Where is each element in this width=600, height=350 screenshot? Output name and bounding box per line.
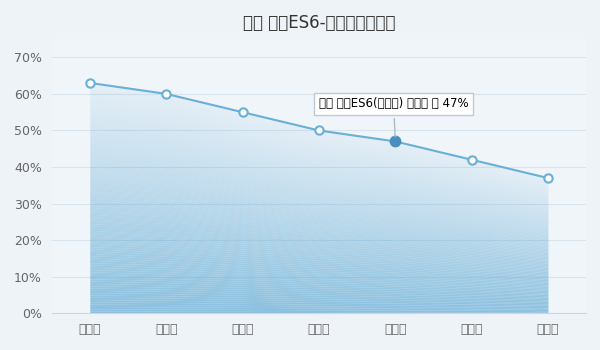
Title: 蔚来 蔚来ES6-七年保值率走势: 蔚来 蔚来ES6-七年保值率走势: [242, 14, 395, 32]
Text: 蔚来 蔚来ES6(保值率) 第五年 是 47%: 蔚来 蔚来ES6(保值率) 第五年 是 47%: [319, 97, 469, 137]
